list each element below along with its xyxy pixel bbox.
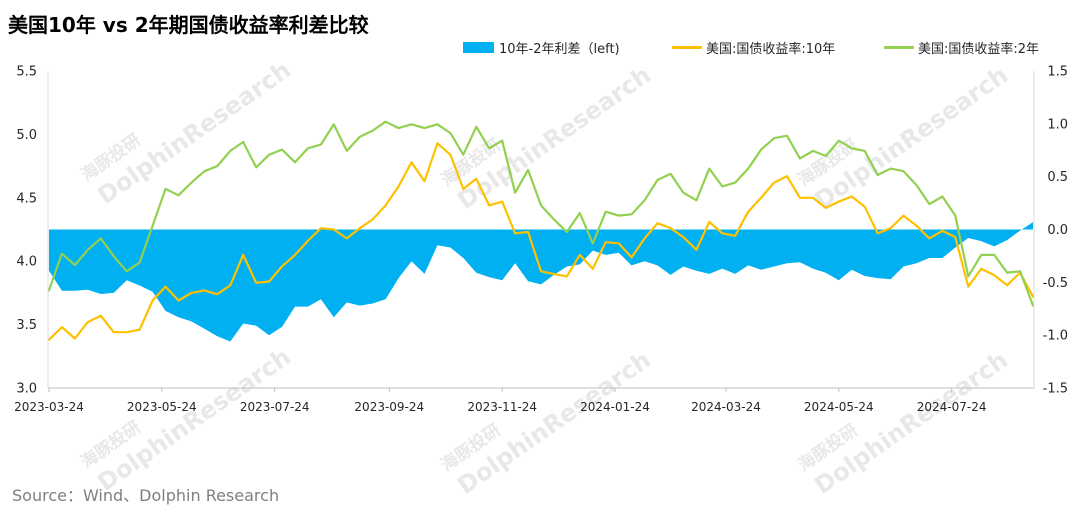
y-right-tick-label: -1.0 [1043,329,1068,344]
y-right-tick-label: 1.5 [1047,65,1068,80]
legend-swatch-2y [884,45,914,49]
chart-title: 美国10年 vs 2年期国债收益率利差比较 [8,13,369,37]
legend-swatch-spread [463,41,494,53]
y-left-tick-label: 5.0 [16,128,37,143]
x-tick-label: 2024-05-24 [804,400,874,414]
y-right-tick-label: 0.0 [1047,223,1068,238]
legend-label-spread: 10年-2年利差（left) [499,41,620,57]
y-left-tick-label: 4.5 [16,191,37,206]
source-note: Source：Wind、Dolphin Research [12,486,280,505]
x-tick-label: 2024-07-24 [917,400,987,414]
y-left-tick-label: 4.0 [16,255,37,270]
watermark: 海豚投研 DolphinResearch [794,61,1013,215]
x-tick-label: 2023-03-24 [14,400,84,414]
axes: 3.0 3.5 4.0 4.5 5.0 5.5 -1.5 -1.0 -0.5 0.0 0.5 1.0 1… [14,65,1068,415]
y-left-tick-label: 5.5 [16,65,37,80]
legend-swatch-10y [672,45,702,49]
spread-area [49,222,1033,342]
x-tick-label: 2024-01-24 [580,400,650,414]
watermark-en-text: DolphinResearch [452,346,656,500]
y-left-tick-label: 3.0 [16,382,37,397]
y-right-tick-label: 0.5 [1047,170,1068,185]
yield-10y-line [47,142,1035,341]
watermark-en-text: DolphinResearch [92,56,296,210]
legend-label-10y: 美国:国债收益率:10年 [706,41,836,57]
x-tick-label: 2023-11-24 [467,400,537,414]
watermark-en-text: DolphinResearch [809,61,1013,215]
legend-label-2y: 美国:国债收益率:2年 [918,41,1040,57]
watermark: 海豚投研 DolphinResearch [77,56,296,210]
x-tick-label: 2023-07-24 [240,400,310,414]
watermark-en-text: DolphinResearch [809,346,1013,500]
legend-item-2y: 美国:国债收益率:2年 [884,39,1040,57]
plot-area [47,120,1035,342]
watermark-en-text: DolphinResearch [92,343,296,497]
x-tick-label: 2023-05-24 [127,400,197,414]
y-right-tick-label: 1.0 [1047,117,1068,132]
watermark: 海豚投研 DolphinResearch [437,61,656,215]
y-right-tick-label: -0.5 [1043,276,1068,291]
yield-2y-line [47,120,1035,307]
legend-item-spread: 10年-2年利差（left) [463,39,620,57]
x-tick-label: 2024-03-24 [691,400,761,414]
legend-item-10y: 美国:国债收益率:10年 [672,39,836,57]
y-left-tick-label: 3.5 [16,318,37,333]
y-right-tick-label: -1.5 [1043,382,1068,397]
x-tick-label: 2023-09-24 [354,400,424,414]
